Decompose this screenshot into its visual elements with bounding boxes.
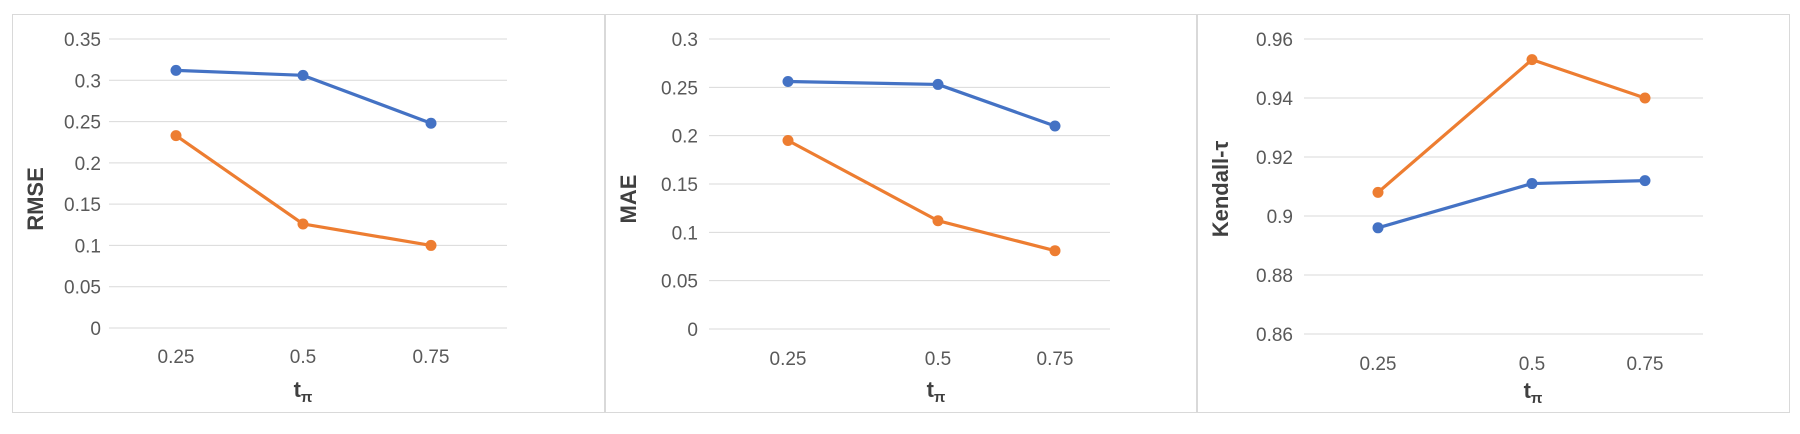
- series-1-point: [782, 76, 794, 88]
- series-2-point: [1639, 92, 1651, 104]
- series-1-point: [297, 69, 309, 81]
- rmse-chart: 0 0.05 0.1 0.15 0.2 0.25 0.3 0.35 0.25 0.5 0.75 RMS…: [23, 30, 507, 406]
- y-tick-label: 0.94: [1256, 89, 1293, 110]
- y-tick-label: 0.05: [64, 278, 101, 299]
- y-tick-label: 0.15: [661, 175, 698, 196]
- y-axis-label: RMSE: [23, 167, 48, 231]
- series-2-point: [1049, 245, 1061, 257]
- y-tick-label: 0.25: [64, 113, 101, 134]
- y-tick-label: 0.9: [1267, 207, 1293, 228]
- y-tick-label: 0.92: [1256, 148, 1293, 169]
- x-axis-label: tπ: [927, 377, 946, 406]
- y-tick-label: 0.2: [672, 127, 698, 148]
- series-2-point: [782, 135, 794, 146]
- series-2-point: [170, 130, 182, 142]
- x-axis-label: tπ: [1524, 378, 1543, 407]
- series-2-line: [1376, 58, 1646, 194]
- series-2-line: [787, 139, 1056, 253]
- y-tick-label: 0.1: [75, 236, 101, 257]
- kendall-tau-chart: 0.86 0.88 0.9 0.92 0.94 0.96 0.25 0.5 0.75 Kendal…: [1208, 30, 1703, 407]
- series-1-line: [787, 79, 1056, 128]
- mae-chart: 0 0.05 0.1 0.15 0.2 0.25 0.3 0.25 0.5 0.75 MAE tπ: [616, 30, 1110, 406]
- y-tick-label: 0: [687, 320, 698, 341]
- x-tick-label: 0.75: [413, 347, 450, 368]
- series-1-point: [170, 64, 182, 76]
- y-tick-label: 0.35: [64, 30, 101, 51]
- y-tick-label: 0.15: [64, 195, 101, 216]
- series-1-point: [932, 78, 944, 90]
- series-2-point: [1372, 186, 1384, 198]
- series-1-point: [1049, 120, 1061, 132]
- x-tick-label: 0.75: [1627, 354, 1664, 375]
- x-tick-label: 0.5: [1519, 354, 1545, 375]
- x-tick-label: 0.5: [290, 347, 316, 368]
- y-tick-label: 0.96: [1256, 30, 1293, 51]
- x-tick-label: 0.25: [770, 349, 807, 370]
- series-1-point: [1526, 178, 1538, 190]
- y-axis-label: Kendall-τ: [1208, 141, 1233, 238]
- y-tick-label: 0.25: [661, 78, 698, 99]
- y-tick-label: 0.3: [672, 30, 698, 51]
- rmse-chart-panel: 0 0.05 0.1 0.15 0.2 0.25 0.3 0.35 0.25 0.5 0.75 RMS…: [12, 14, 605, 413]
- x-tick-label: 0.25: [158, 347, 195, 368]
- series-2-point: [1526, 54, 1538, 66]
- x-tick-label: 0.5: [925, 349, 951, 370]
- y-tick-label: 0.88: [1256, 266, 1293, 287]
- mae-chart-panel: 0 0.05 0.1 0.15 0.2 0.25 0.3 0.25 0.5 0.75 MAE tπ: [605, 14, 1197, 413]
- y-tick-label: 0: [90, 319, 101, 340]
- y-tick-label: 0.3: [75, 71, 101, 92]
- series-2-point: [297, 218, 309, 230]
- kendall-tau-chart-panel: 0.86 0.88 0.9 0.92 0.94 0.96 0.25 0.5 0.75 Kendal…: [1197, 14, 1790, 413]
- x-tick-label: 0.25: [1360, 354, 1397, 375]
- series-1-point: [425, 117, 437, 129]
- series-1-point: [1639, 175, 1651, 187]
- y-tick-label: 0.05: [661, 272, 698, 293]
- series-2-point: [425, 239, 437, 251]
- series-1-line: [1377, 179, 1646, 230]
- series-1-point: [1372, 222, 1384, 234]
- x-tick-label: 0.75: [1037, 349, 1074, 370]
- y-tick-label: 0.2: [75, 154, 101, 175]
- x-axis-label: tπ: [294, 377, 313, 406]
- y-tick-label: 0.1: [672, 223, 698, 244]
- series-2-point: [932, 215, 944, 227]
- y-axis-label: MAE: [616, 175, 641, 224]
- y-tick-label: 0.86: [1256, 325, 1293, 346]
